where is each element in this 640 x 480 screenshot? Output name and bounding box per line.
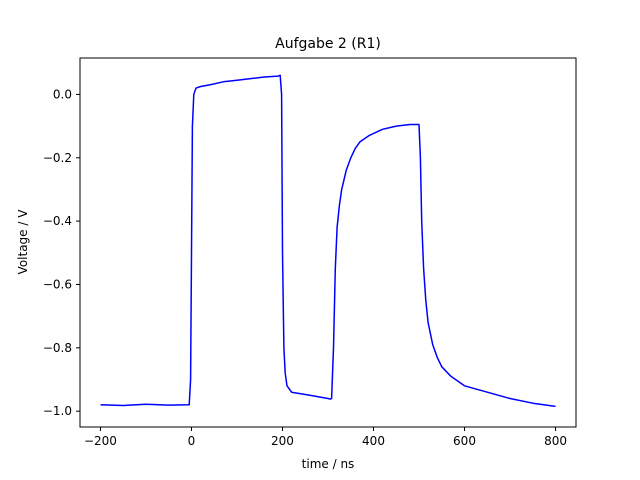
y-axis: −1.0 −0.8 −0.6 −0.4 −0.2 0.0 [43,87,80,418]
series-line-0 [100,74,556,408]
x-tick-label: 400 [362,434,385,448]
y-tick-label: −1.0 [43,404,72,418]
plot-frame [79,57,577,428]
x-tick-label: 800 [544,434,567,448]
x-axis: −200 0 200 400 600 800 [84,427,567,448]
y-tick-label: −0.4 [43,214,72,228]
x-tick-label: 0 [188,434,196,448]
chart-title: Aufgabe 2 (R1) [275,36,381,52]
x-tick-label: −200 [84,434,117,448]
x-tick-label: 200 [271,434,294,448]
y-tick-label: 0.0 [53,87,72,101]
y-tick-label: −0.2 [43,151,72,165]
y-tick-label: −0.8 [43,341,72,355]
y-tick-label: −0.6 [43,277,72,291]
x-axis-label: time / ns [302,457,355,471]
plot-area [100,74,556,408]
y-axis-label: Voltage / V [16,209,30,275]
x-tick-label: 600 [453,434,476,448]
